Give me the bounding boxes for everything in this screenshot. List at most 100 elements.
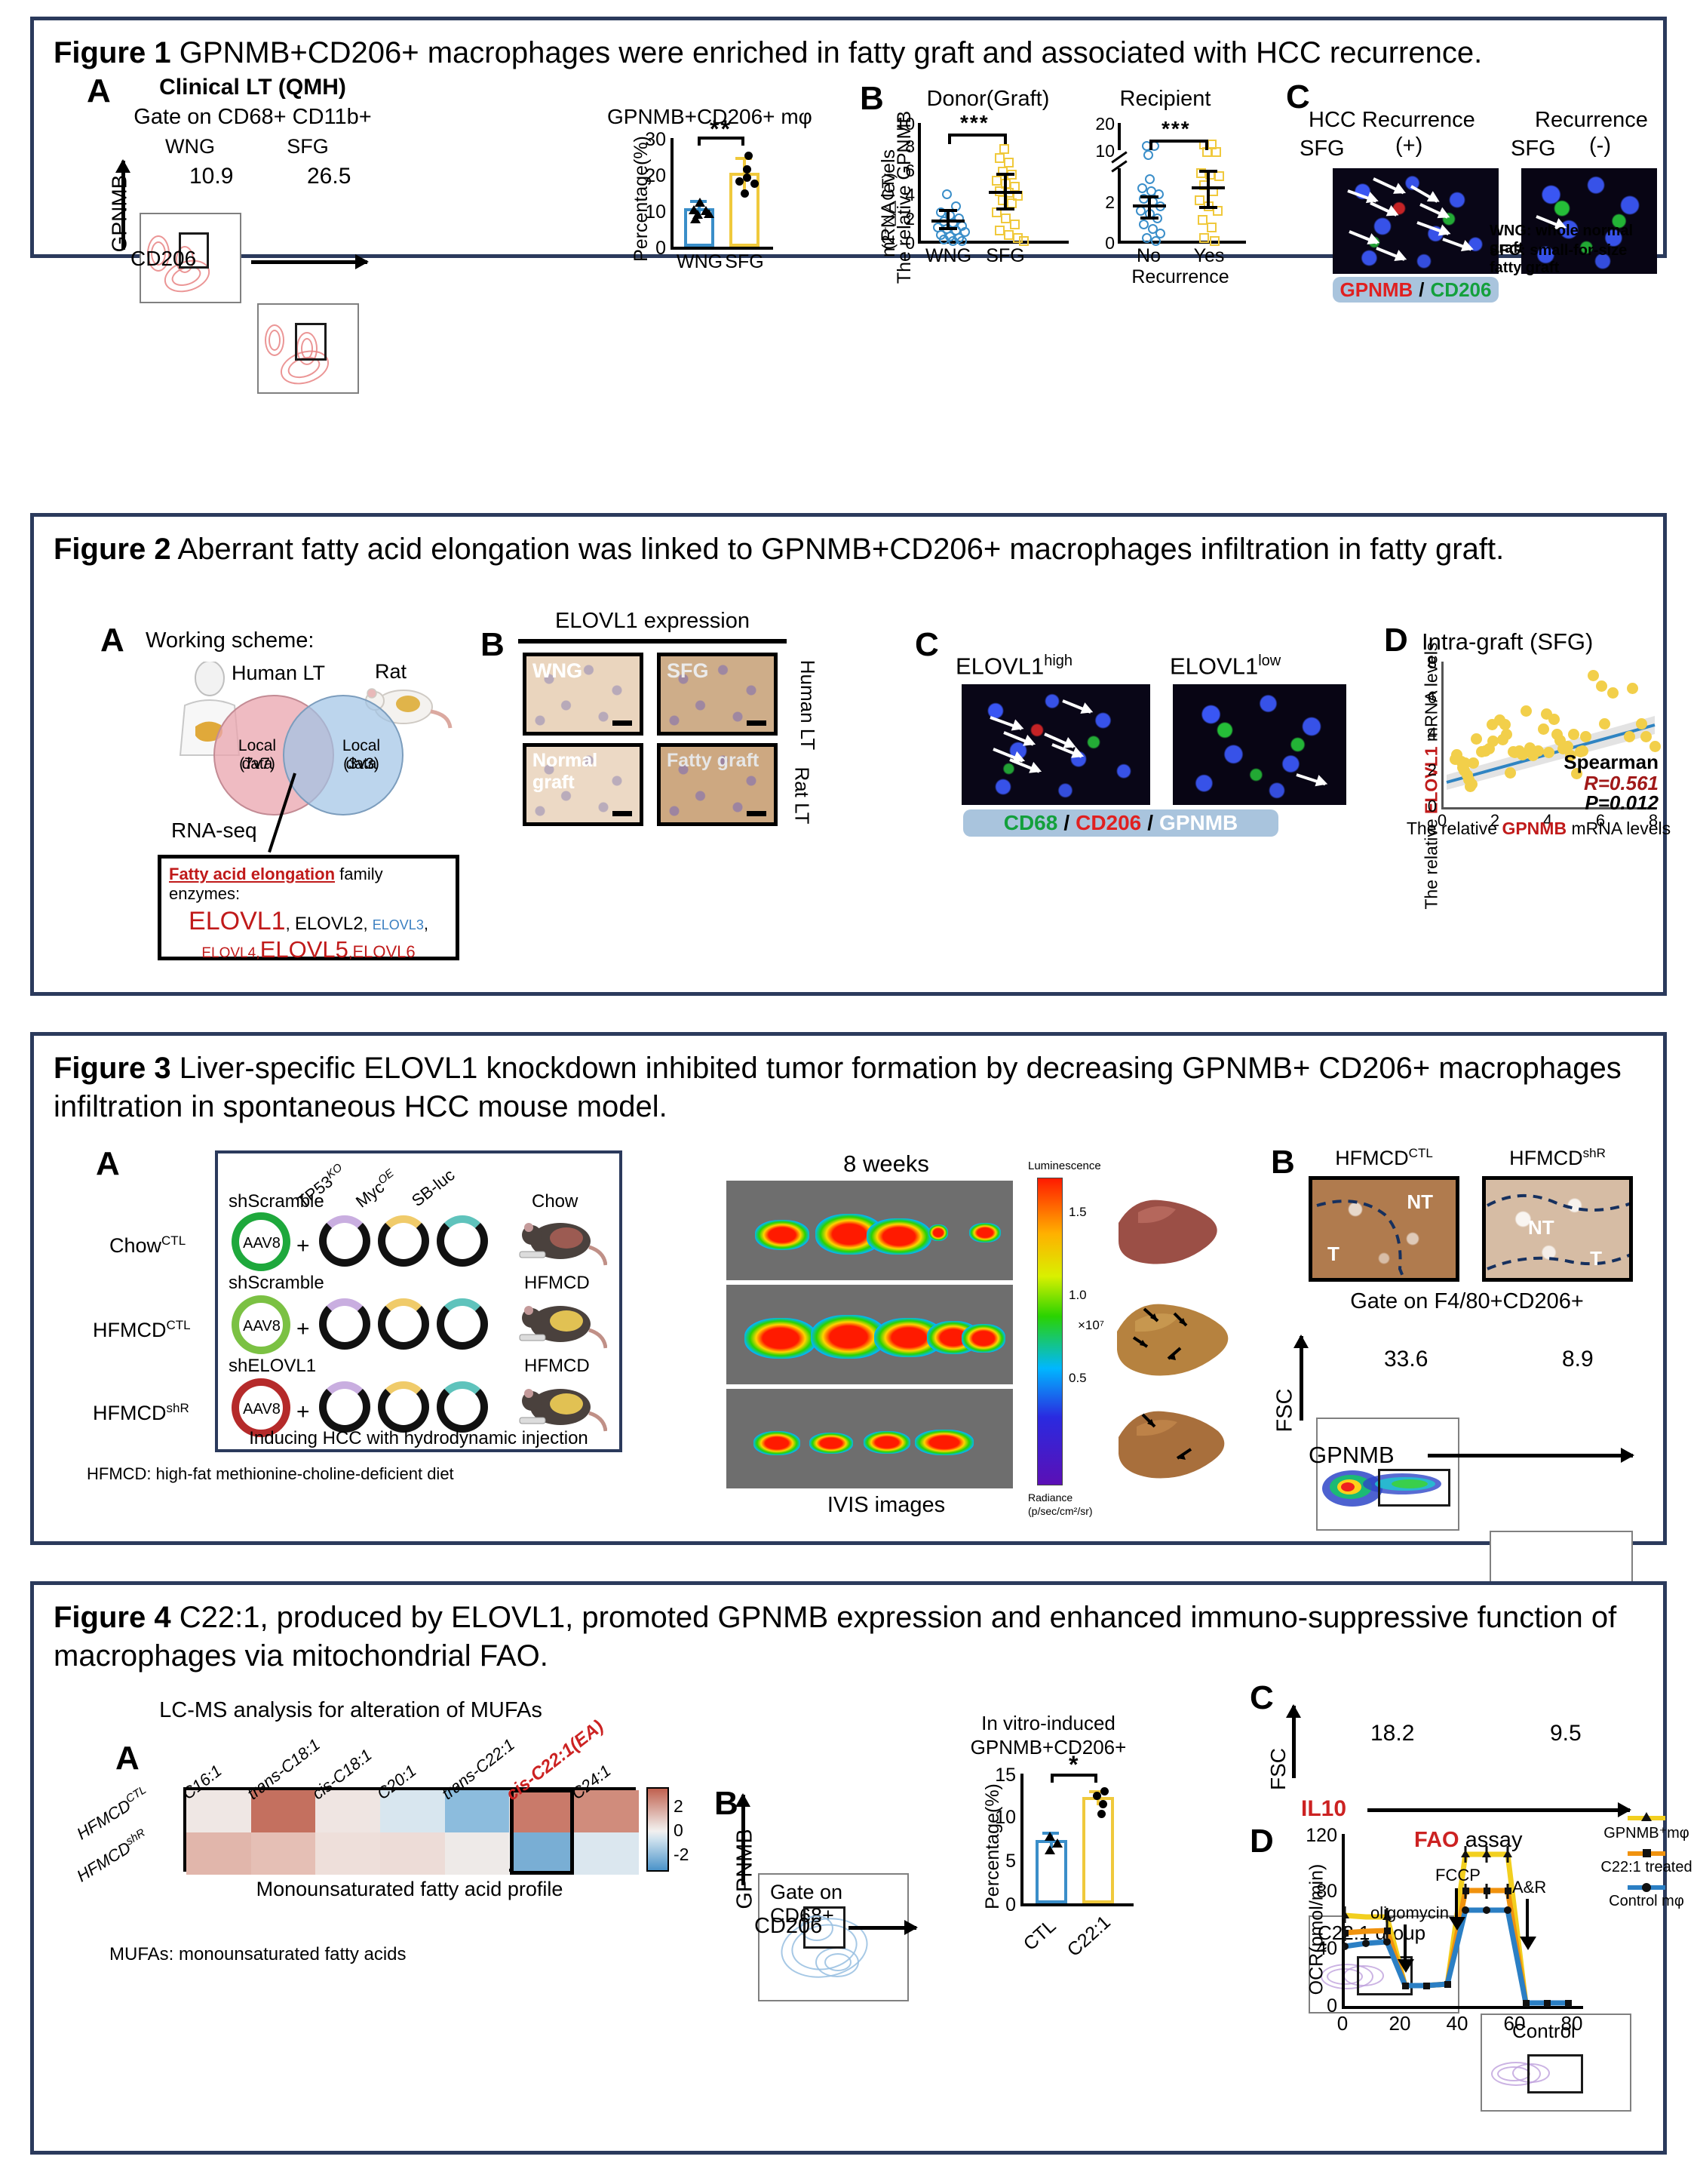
data-point [1155, 229, 1165, 238]
ytick: 10 [895, 114, 915, 134]
flow-plot-cd68[interactable]: Gate on CD68+ [758, 1873, 909, 2002]
group-sup: shR [166, 1401, 189, 1415]
data-point [743, 174, 751, 182]
ivis-row-hfmcd-ctl[interactable] [726, 1285, 1013, 1384]
fluorescence-image-recurrence-negative[interactable] [1521, 168, 1657, 274]
figure-4-fao-chart[interactable]: 120 80 40 0 OCR(pmol/min) 0 20 40 60 80 [1295, 1825, 1597, 2045]
heatmap-cell [509, 1790, 575, 1832]
figure-4-panel-b-ylabel: GPNMB [732, 1829, 757, 1909]
data-point [960, 227, 970, 237]
figure-3-gate-label: Gate on F4/80+CD206+ [1350, 1289, 1584, 1313]
venn-circle-rat [283, 695, 404, 816]
plasmid-aav8-row3 [232, 1378, 290, 1437]
elovl1-low-sup: low [1258, 653, 1281, 669]
data-point [1624, 731, 1635, 742]
data-point [750, 180, 759, 188]
elovl1-expression-header: ELOVL1 expression [555, 609, 750, 633]
figure-4-panel-b-xlabel: CD206 [754, 1914, 823, 1938]
gate-rectangle[interactable] [803, 1906, 845, 1949]
contour-population [151, 241, 166, 266]
data-point [1198, 215, 1208, 225]
pointer-arrow [1376, 247, 1405, 261]
figure-4-bar-chart: 15 10 5 0 Percentage(%) * CTL C22:1 [982, 1751, 1135, 1961]
enzyme-box: Fatty acid elongation family enzymes: EL… [158, 855, 459, 963]
xtick-sfg: SFG [725, 251, 764, 272]
liver-photo-hfmcd-shr[interactable] [1105, 1395, 1229, 1489]
gate-rectangle[interactable] [295, 323, 327, 361]
recipient-chart-title: Recipient [1119, 87, 1211, 111]
flow-plot-wng[interactable] [140, 213, 241, 304]
data-point [1004, 158, 1014, 167]
significance-stars: * [1069, 1751, 1080, 1778]
xtick-wng: WNG [677, 251, 723, 272]
ivis-row-chow-ctl[interactable] [726, 1181, 1013, 1280]
fao-assay-title: FAO assay [1414, 1828, 1522, 1853]
figure-2-panel-d-xlabel: The relative GPNMB mRNA levels [1392, 819, 1686, 839]
enzyme-box-title: Fatty acid elongation [169, 865, 336, 883]
gate-rectangle[interactable] [1378, 1469, 1450, 1507]
fluorescence-image-elovl1-low[interactable] [1173, 684, 1346, 805]
contour-population [1512, 2063, 1550, 2084]
spearman-label: Spearman [1564, 751, 1659, 773]
figure-1-panel-b-letter: B [860, 80, 884, 117]
xtick: 0 [1437, 811, 1447, 830]
heatmap-cbar-tick-minus2: -2 [674, 1845, 689, 1864]
figure-2-scatter-plot[interactable]: 8 6 4 2 0 0 2 4 6 8 [1411, 653, 1661, 830]
x-axis-line [918, 241, 1069, 244]
mouse-icon-hfmcd-2 [519, 1389, 607, 1432]
ihc-tile-fatty-graft[interactable]: Fatty graft [657, 743, 778, 826]
pointer-arrow [1296, 773, 1326, 786]
enzyme-list-row-2: ELOVL4,ELOVL5,ELOVL6 [201, 936, 416, 963]
data-point [1571, 768, 1582, 779]
flow-plot-sfg[interactable] [257, 303, 359, 395]
ytick: 10 [995, 1807, 1016, 1828]
enzyme-elovl6: ELOVL6 [352, 942, 416, 961]
gate-rectangle[interactable] [1357, 1956, 1413, 1996]
liver-photo-hfmcd-ctl[interactable] [1105, 1288, 1233, 1386]
ihc-tile-label: Normal graft [532, 750, 598, 793]
ihc-tile-sfg[interactable]: SFG [657, 653, 778, 736]
enzyme-list-row-1: ELOVL1, ELOVL2, ELOVL3, [189, 907, 428, 935]
luminescence-signal [864, 1431, 910, 1454]
luminescence-signal [969, 1223, 1001, 1243]
ihc-image-hfmcd-shr[interactable]: NT T [1482, 1176, 1633, 1282]
liver-photo-chow[interactable] [1105, 1184, 1226, 1274]
ihc-tile-wng[interactable]: WNG [523, 653, 643, 736]
fluorescence-image-recurrence-positive[interactable] [1333, 168, 1499, 274]
figure-1-fluorescence-legend: GPNMB / CD206 [1333, 277, 1499, 303]
gate-rectangle[interactable] [1527, 2054, 1583, 2094]
heatmap-cell [186, 1832, 251, 1875]
flow-plot-control[interactable]: Control [1481, 2014, 1631, 2112]
aav8-label-row1: AAV8 [243, 1235, 281, 1252]
human-lt-label: Human LT [232, 662, 326, 684]
data-point [1562, 741, 1573, 752]
fluorescence-image-elovl1-high[interactable] [962, 684, 1150, 805]
group-name: HFMCD [93, 1402, 167, 1424]
flow-plot-hfmcd-ctl[interactable] [1316, 1418, 1459, 1531]
ytick-20: 20 [645, 165, 666, 186]
figure-4-panel-c-letter: C [1250, 1679, 1274, 1716]
data-point [695, 198, 705, 207]
error-cap [1140, 217, 1158, 220]
figure-1-bar-ylabel: Percentage(%) [630, 136, 652, 262]
colorbar-multiplier: ×10⁷ [1078, 1318, 1104, 1332]
plasmid-sbluc-row1 [437, 1215, 488, 1267]
figure-2-fluorescence-legend: CD68 / CD206 / GPNMB [963, 809, 1278, 837]
xtick-wng: WNG [925, 245, 972, 266]
figure-4-panel-c-ylabel: FSC [1266, 1748, 1290, 1790]
significance-bracket [948, 134, 1007, 144]
group-name: Chow [109, 1234, 162, 1257]
ihc-tile-normal-graft[interactable]: Normal graft [523, 743, 643, 826]
fsc-y-axis-arrow [1293, 1335, 1309, 1421]
enzyme-elovl3: ELOVL3 [372, 917, 424, 932]
xtick: 0 [1336, 2012, 1349, 2035]
data-point [1199, 233, 1209, 243]
flow-plot-sfg-label: SFG [287, 135, 329, 158]
gate-rectangle[interactable] [179, 232, 209, 269]
x-axis-line [1342, 2006, 1583, 2009]
data-point [1487, 736, 1499, 747]
ihc-image-hfmcd-ctl[interactable]: NT T [1309, 1176, 1459, 1282]
figure-4-heatmap[interactable] [183, 1787, 639, 1875]
venn-right-label-1: Local data [342, 737, 381, 773]
ivis-row-hfmcd-shr[interactable] [726, 1389, 1013, 1488]
